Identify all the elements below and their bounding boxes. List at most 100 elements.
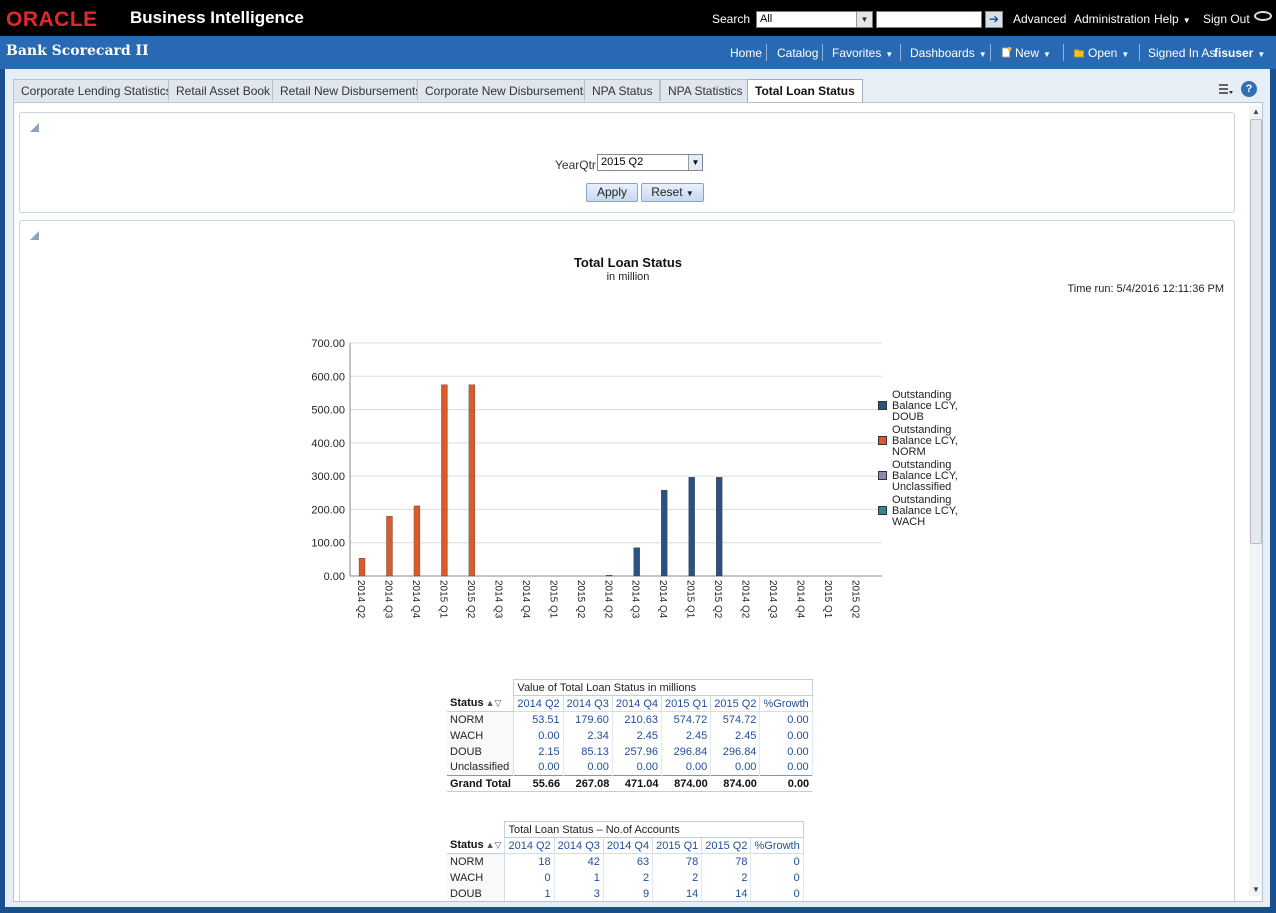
bar bbox=[688, 477, 695, 577]
table-cell: 85.13 bbox=[563, 743, 613, 760]
bar bbox=[358, 558, 366, 577]
yearqtr-select[interactable]: 2015 Q2 ▼ bbox=[597, 154, 703, 171]
chevron-down-icon: ▼ bbox=[1257, 50, 1266, 59]
legend-item: Outstanding Balance LCY, NORM bbox=[878, 425, 978, 459]
dashboard-title: Bank Scorecard II bbox=[6, 43, 149, 59]
tab-retail-asset-book[interactable]: Retail Asset Book bbox=[168, 79, 279, 101]
table-cell: 179.60 bbox=[563, 711, 613, 728]
bar bbox=[716, 477, 723, 577]
status-header[interactable]: Status ▲▽ bbox=[447, 837, 505, 854]
loan-value-table: Value of Total Loan Status in millions St… bbox=[447, 679, 813, 792]
legend-label: Balance LCY, bbox=[892, 505, 958, 517]
legend-label: NORM bbox=[892, 446, 926, 458]
y-tick-label: 100.00 bbox=[311, 538, 345, 550]
new-menu[interactable]: New ▼ bbox=[1000, 46, 1051, 60]
table-corner bbox=[447, 822, 505, 838]
table-cell: 296.84 bbox=[710, 743, 761, 760]
dashboards-menu[interactable]: Dashboards ▼ bbox=[910, 46, 987, 60]
legend-label: Balance LCY, bbox=[892, 435, 958, 447]
row-label: Grand Total bbox=[447, 775, 514, 792]
vertical-scrollbar[interactable]: ▲ ▼ bbox=[1249, 106, 1262, 896]
table-cell: 2 bbox=[701, 869, 752, 886]
home-link[interactable]: Home bbox=[730, 46, 763, 60]
table-cell: 296.84 bbox=[661, 743, 712, 760]
signed-in-label: Signed In As bbox=[1148, 46, 1216, 60]
column-header: 2015 Q2 bbox=[701, 837, 752, 854]
table-cell: 2.34 bbox=[563, 727, 613, 744]
bar bbox=[441, 384, 448, 577]
favorites-menu[interactable]: Favorites ▼ bbox=[832, 46, 893, 60]
apply-button[interactable]: Apply bbox=[586, 183, 638, 202]
page-options-icon[interactable] bbox=[1219, 83, 1233, 95]
tab-retail-new-disbursements[interactable]: Retail New Disbursements bbox=[272, 79, 430, 101]
bar bbox=[633, 547, 640, 577]
search-go-icon[interactable]: ➔ bbox=[985, 11, 1003, 28]
column-header: 2014 Q2 bbox=[504, 837, 555, 854]
column-header: 2014 Q3 bbox=[553, 837, 604, 854]
yearqtr-value: 2015 Q2 bbox=[601, 156, 644, 168]
user-menu[interactable]: fisuser ▼ bbox=[1214, 46, 1265, 60]
bar bbox=[468, 384, 476, 577]
row-label: NORM bbox=[447, 711, 515, 728]
open-menu[interactable]: Open ▼ bbox=[1073, 46, 1129, 60]
chevron-down-icon[interactable]: ▼ bbox=[856, 12, 872, 27]
signout-icon[interactable] bbox=[1254, 11, 1272, 21]
table-cell: 0.00 bbox=[759, 775, 813, 792]
table-cell: 0.00 bbox=[661, 759, 712, 776]
table-cell: 42 bbox=[554, 853, 604, 870]
favorites-label: Favorites bbox=[832, 46, 882, 60]
collapse-icon[interactable] bbox=[30, 231, 39, 240]
time-run: Time run: 5/4/2016 12:11:36 PM bbox=[1067, 283, 1224, 295]
table-cell: 78 bbox=[701, 853, 752, 870]
table-cell: 2.15 bbox=[513, 743, 564, 760]
nav-separator bbox=[766, 44, 767, 61]
chevron-down-icon: ▼ bbox=[1182, 16, 1191, 25]
table-cell: 210.63 bbox=[612, 711, 663, 728]
column-header: 2015 Q1 bbox=[652, 837, 703, 854]
tab-corporate-new-disbursements[interactable]: Corporate New Disbursements bbox=[417, 79, 598, 101]
scroll-thumb[interactable] bbox=[1250, 119, 1262, 544]
tab-npa-status[interactable]: NPA Status bbox=[584, 79, 661, 101]
reset-button[interactable]: Reset ▼ bbox=[641, 183, 704, 202]
advanced-link[interactable]: Advanced bbox=[1013, 12, 1067, 26]
open-label: Open bbox=[1088, 46, 1118, 60]
legend-swatch bbox=[878, 436, 887, 445]
sign-out-link[interactable]: Sign Out bbox=[1203, 12, 1250, 26]
tab-npa-statistics[interactable]: NPA Statistics bbox=[660, 79, 751, 101]
search-input[interactable] bbox=[876, 11, 982, 28]
chevron-down-icon[interactable]: ▼ bbox=[688, 155, 702, 170]
catalog-link[interactable]: Catalog bbox=[777, 46, 819, 60]
search-scope-value: All bbox=[760, 13, 773, 25]
folder-icon bbox=[1073, 49, 1085, 58]
chart-legend: Outstanding Balance LCY, DOUB Outstanding Ba… bbox=[878, 390, 978, 530]
x-tick-label: 2014 Q4 bbox=[520, 580, 531, 619]
nav-separator bbox=[822, 44, 823, 61]
x-tick-label: 2014 Q4 bbox=[657, 580, 668, 619]
search-scope-select[interactable]: All ▼ bbox=[756, 11, 873, 28]
product-name: Business Intelligence bbox=[130, 8, 304, 27]
table-cell: 0.00 bbox=[710, 759, 761, 776]
administration-link[interactable]: Administration bbox=[1074, 12, 1151, 26]
sort-icon[interactable]: ▲▽ bbox=[485, 698, 502, 709]
table-cell: 2.45 bbox=[710, 727, 761, 744]
legend-swatch bbox=[878, 401, 887, 410]
help-menu[interactable]: Help ▼ bbox=[1154, 12, 1191, 26]
scroll-down-icon[interactable]: ▼ bbox=[1252, 885, 1260, 894]
table-row: Unclassified 0.00 0.00 0.00 0.00 0.00 0.00 bbox=[447, 759, 813, 776]
collapse-icon[interactable] bbox=[30, 123, 39, 132]
scroll-up-icon[interactable]: ▲ bbox=[1252, 107, 1260, 116]
reset-label: Reset bbox=[651, 185, 683, 199]
tab-total-loan-status[interactable]: Total Loan Status bbox=[747, 79, 863, 103]
row-label: DOUB bbox=[447, 885, 506, 901]
status-header-label: Status bbox=[450, 697, 484, 710]
bar bbox=[606, 575, 613, 577]
status-header[interactable]: Status ▲▽ bbox=[447, 695, 514, 712]
new-label: New bbox=[1015, 46, 1040, 60]
help-icon[interactable]: ? bbox=[1241, 81, 1257, 97]
dashboards-label: Dashboards bbox=[910, 46, 975, 60]
column-header: 2014 Q3 bbox=[562, 695, 613, 712]
row-label: WACH bbox=[447, 727, 515, 744]
table-cell: 78 bbox=[652, 853, 703, 870]
sort-icon[interactable]: ▲▽ bbox=[485, 840, 502, 851]
tab-corporate-lending-statistics[interactable]: Corporate Lending Statistics bbox=[13, 79, 180, 101]
